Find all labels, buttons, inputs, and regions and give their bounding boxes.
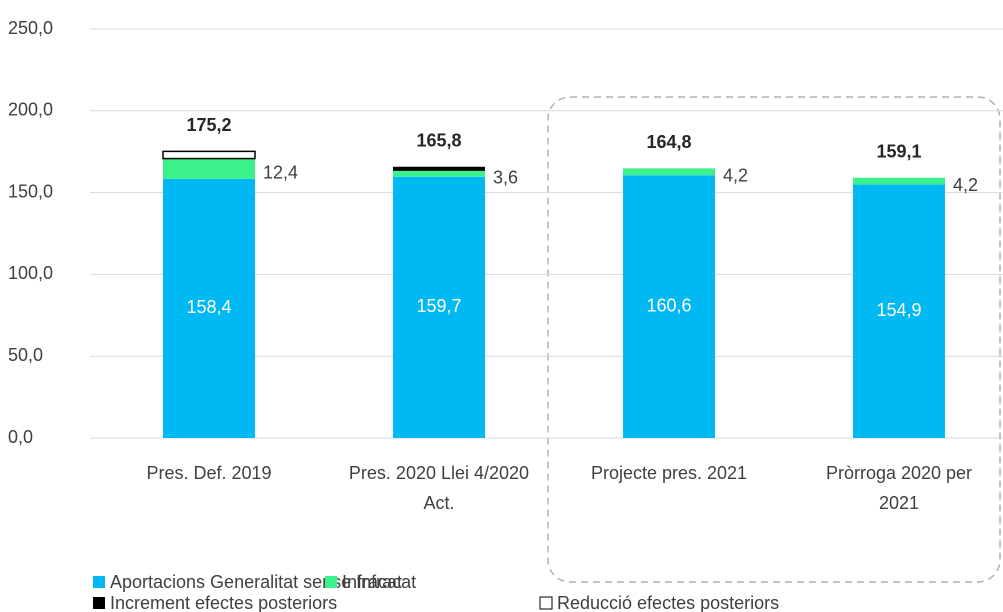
legend-swatch xyxy=(539,596,553,610)
value-label: 160,6 xyxy=(646,295,691,315)
x-tick-label: Projecte pres. 2021 xyxy=(590,463,748,483)
x-tick-label: Pròrroga 2020 per 2021 xyxy=(825,463,973,513)
x-tick-label: Pres. 2020 Llei 4/2020 Act. xyxy=(348,463,530,513)
bar-segment xyxy=(623,168,715,176)
y-tick-label: 150,0 xyxy=(8,181,53,201)
value-label: 3,6 xyxy=(493,168,518,188)
value-label: 158,4 xyxy=(186,297,231,317)
legend-label: Infracat xyxy=(342,572,402,592)
total-label: 159,1 xyxy=(876,141,921,161)
bar-segment xyxy=(853,184,945,438)
legend-label: Increment efectes posteriors xyxy=(110,593,337,612)
total-label: 164,8 xyxy=(646,132,691,152)
legend-label: Aportacions Generalitat sense Infracat xyxy=(110,572,416,592)
bar-segment xyxy=(393,170,485,177)
value-label: 12,4 xyxy=(263,162,298,182)
bar-segment xyxy=(162,150,256,160)
bar-segment xyxy=(393,166,485,171)
y-tick-label: 50,0 xyxy=(8,345,43,365)
value-label: 4,2 xyxy=(953,175,978,195)
legend-swatch xyxy=(93,576,105,588)
highlight-box xyxy=(547,96,1001,583)
value-label: 4,2 xyxy=(723,166,748,186)
x-tick-label: Pres. Def. 2019 xyxy=(146,463,272,483)
total-label: 165,8 xyxy=(416,131,461,151)
value-label: 159,7 xyxy=(416,296,461,316)
y-tick-label: 250,0 xyxy=(8,18,53,38)
bar-segment xyxy=(393,176,485,438)
value-label: 154,9 xyxy=(876,300,921,320)
bar-segment xyxy=(163,158,255,179)
y-tick-label: 200,0 xyxy=(8,100,53,120)
total-label: 175,2 xyxy=(186,115,231,135)
bar-segment xyxy=(163,178,255,438)
bar-segment xyxy=(623,175,715,438)
y-tick-label: 100,0 xyxy=(8,263,53,283)
bar-segment xyxy=(853,177,945,185)
legend-swatch xyxy=(325,576,337,588)
y-tick-label: 0,0 xyxy=(8,427,33,447)
legend-swatch xyxy=(93,597,105,609)
legend-label: Reducció efectes posteriors xyxy=(557,593,779,612)
